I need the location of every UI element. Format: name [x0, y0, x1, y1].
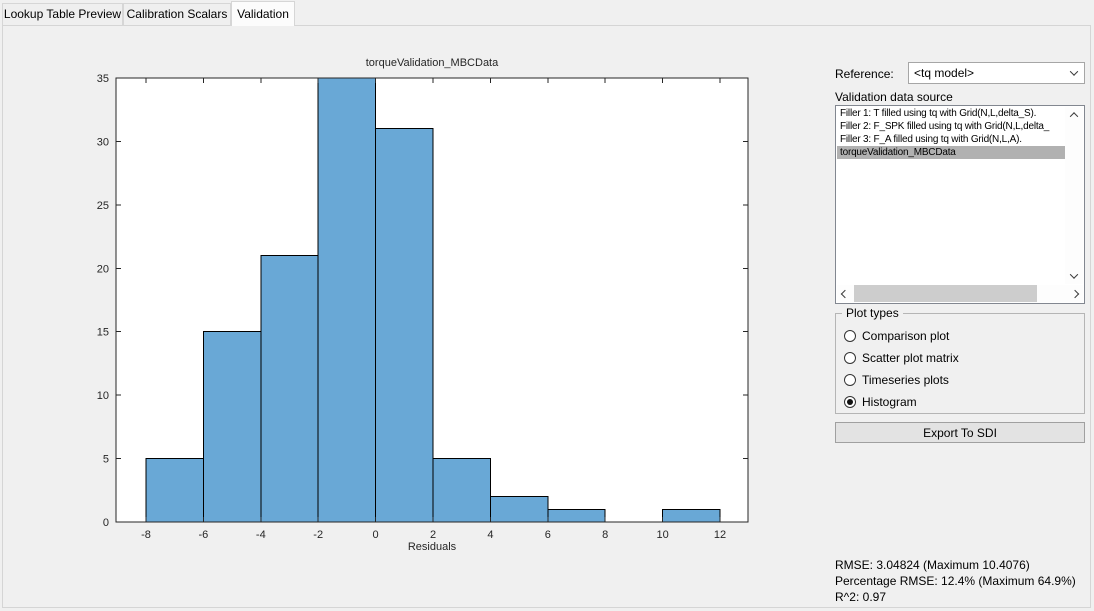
y-tick-label: 5: [103, 454, 109, 466]
x-tick-label: 6: [545, 529, 551, 541]
x-tick-label: 2: [430, 529, 436, 541]
x-tick-label: 0: [373, 529, 379, 541]
y-tick-label: 15: [97, 327, 109, 339]
histogram-bar: [489, 496, 549, 523]
horizontal-scrollbar[interactable]: [837, 285, 1083, 302]
reference-dropdown-value: <tq model>: [914, 66, 975, 80]
radio-scatter-plot-matrix[interactable]: Scatter plot matrix: [844, 351, 959, 365]
radio-circle-icon[interactable]: [844, 374, 856, 386]
x-axis-label: Residuals: [408, 541, 457, 553]
r-squared-stat: R^2: 0.97: [835, 590, 886, 604]
list-item[interactable]: Filler 3: F_A filled using tq with Grid(…: [840, 134, 1022, 145]
radio-circle-icon[interactable]: [844, 330, 856, 342]
tab-lookup-table-preview[interactable]: Lookup Table Preview: [2, 3, 123, 25]
y-tick-label: 25: [97, 200, 109, 212]
x-tick-label: 12: [714, 529, 726, 541]
axes-frame: [115, 77, 749, 523]
validation-data-source-label: Validation data source: [835, 90, 953, 104]
histogram-bar: [547, 508, 606, 523]
y-tick-label: 20: [97, 263, 109, 275]
chevron-right-icon[interactable]: [1067, 285, 1083, 302]
radio-label: Scatter plot matrix: [862, 351, 959, 365]
radio-label: Comparison plot: [862, 329, 950, 343]
chevron-down-icon[interactable]: [1065, 268, 1083, 284]
histogram-bar: [432, 458, 491, 523]
y-tick-label: 10: [97, 390, 109, 402]
y-tick-label: 30: [97, 136, 109, 148]
plot-types-label: Plot types: [842, 306, 903, 320]
histogram-bar: [375, 128, 434, 523]
reference-label: Reference:: [835, 67, 894, 81]
x-tick-label: 10: [656, 529, 668, 541]
vertical-scrollbar[interactable]: [1065, 107, 1083, 284]
histogram-chart: -8 -6 -4 -2 0 2 4 6 8 10 12 0 5 10 15 20 25 30 35 torqueVal…: [97, 57, 749, 553]
x-tick-label: -6: [199, 529, 209, 541]
y-tick-label: 0: [103, 517, 109, 529]
scrollbar-thumb[interactable]: [854, 285, 1037, 302]
radio-label: Timeseries plots: [862, 373, 949, 387]
rmse-stat: RMSE: 3.04824 (Maximum 10.4076): [835, 558, 1030, 572]
radio-comparison-plot[interactable]: Comparison plot: [844, 329, 949, 343]
export-to-sdi-button[interactable]: Export To SDI: [835, 422, 1085, 443]
histogram-bar: [202, 331, 262, 523]
y-tick-label: 35: [97, 73, 109, 85]
radio-histogram[interactable]: Histogram: [844, 395, 917, 409]
validation-stats: RMSE: 3.04824 (Maximum 10.4076) Percenta…: [835, 557, 1076, 605]
chevron-left-icon[interactable]: [837, 285, 853, 302]
percentage-rmse-stat: Percentage RMSE: 12.4% (Maximum 64.9%): [835, 574, 1076, 588]
x-tick-label: 4: [487, 529, 493, 541]
chart-title: torqueValidation_MBCData: [366, 57, 499, 69]
radio-circle-icon[interactable]: [844, 396, 856, 408]
list-item[interactable]: Filler 2: F_SPK filled using tq with Gri…: [840, 121, 1050, 132]
validation-data-source-list[interactable]: Filler 1: T filled using tq with Grid(N,…: [835, 105, 1085, 304]
reference-dropdown[interactable]: <tq model>: [908, 62, 1085, 84]
x-tick-label: -2: [313, 529, 323, 541]
list-item[interactable]: torqueValidation_MBCData: [837, 146, 1065, 159]
chevron-up-icon[interactable]: [1065, 107, 1083, 123]
radio-circle-icon[interactable]: [844, 352, 856, 364]
histogram-bar: [662, 508, 721, 523]
list-items: Filler 1: T filled using tq with Grid(N,…: [837, 107, 1065, 284]
list-item[interactable]: Filler 1: T filled using tq with Grid(N,…: [840, 108, 1037, 119]
x-tick-label: -4: [256, 529, 266, 541]
chevron-down-icon[interactable]: [1065, 64, 1083, 82]
histogram-bar: [145, 458, 204, 523]
tab-calibration-scalars[interactable]: Calibration Scalars: [123, 3, 231, 25]
validation-tab-panel: -8 -6 -4 -2 0 2 4 6 8 10 12 0 5 10 15 20 25 30 35 torqueVal…: [2, 25, 1091, 608]
histogram-bar: [317, 77, 377, 523]
x-tick-label: -8: [141, 529, 151, 541]
x-tick-label: 8: [602, 529, 608, 541]
plot-types-groupbox: Plot types Comparison plot Scatter plot m…: [835, 306, 1085, 414]
histogram-bar: [260, 255, 319, 523]
radio-timeseries-plots[interactable]: Timeseries plots: [844, 373, 949, 387]
tab-validation[interactable]: Validation: [231, 1, 295, 26]
radio-label: Histogram: [862, 395, 917, 409]
